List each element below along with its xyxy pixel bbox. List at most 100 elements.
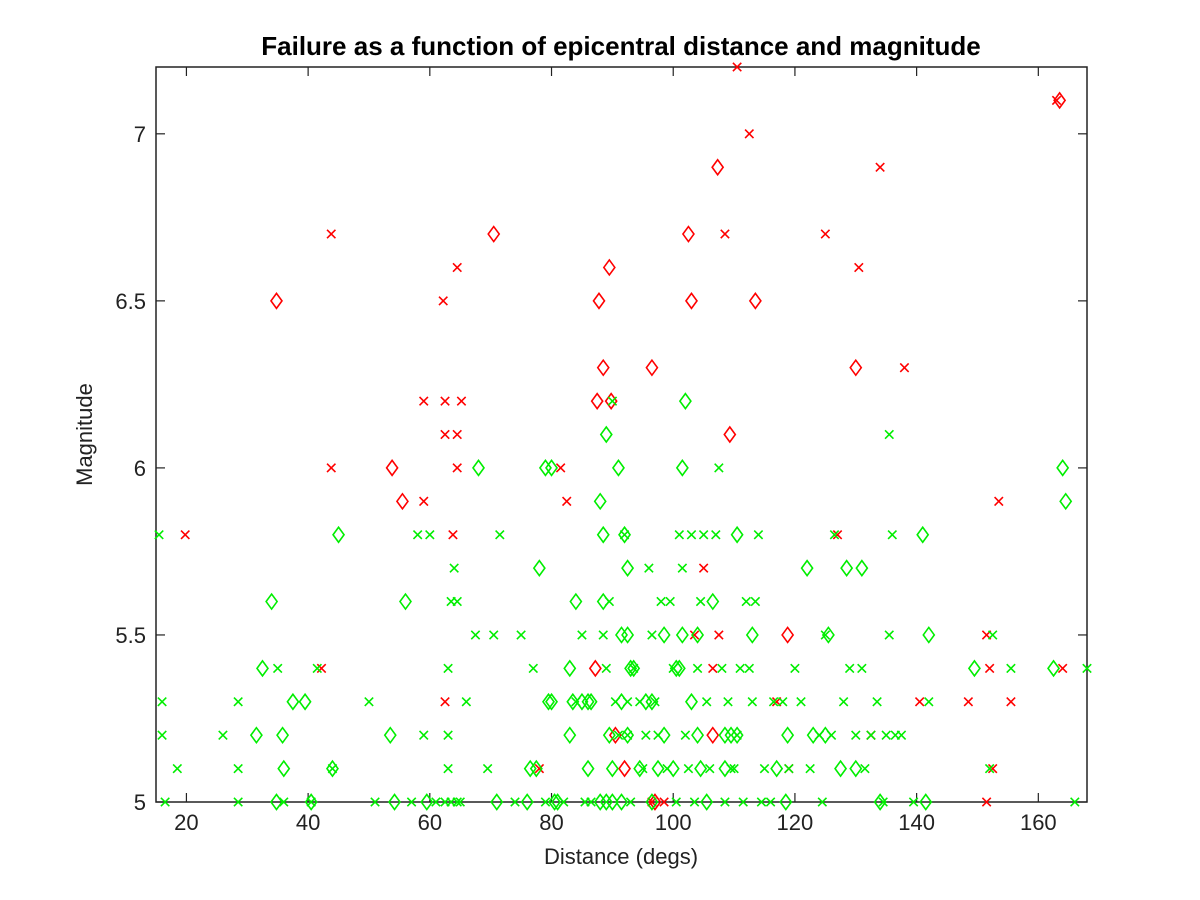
x-marker	[796, 697, 806, 707]
diamond-marker	[615, 626, 628, 644]
diamond-marker	[675, 459, 689, 477]
diamond-marker	[487, 225, 501, 243]
diamond-marker	[618, 759, 632, 778]
x-marker	[326, 229, 337, 239]
diamond-marker	[385, 459, 399, 477]
x-marker	[516, 630, 526, 640]
x-marker	[671, 797, 682, 807]
x-marker	[233, 797, 243, 807]
x-marker	[820, 229, 831, 239]
y-tick-label: 6.5	[115, 289, 146, 314]
x-marker	[613, 730, 624, 740]
diamond-marker	[605, 793, 619, 811]
x-marker	[586, 797, 596, 807]
x-marker	[860, 763, 870, 774]
x-marker	[1051, 95, 1062, 106]
x-marker	[659, 797, 669, 807]
diamond-marker	[621, 726, 635, 745]
x-marker	[963, 697, 974, 707]
diamond-marker	[684, 692, 698, 711]
x-marker	[777, 697, 788, 707]
axis-ticks	[156, 67, 1087, 803]
x-marker	[689, 797, 700, 807]
x-marker	[638, 763, 648, 774]
x-marker	[692, 663, 703, 674]
diamond-marker	[645, 692, 659, 711]
diamond-marker	[618, 525, 632, 544]
x-marker	[829, 529, 840, 540]
x-marker	[448, 529, 458, 540]
x-marker	[698, 563, 709, 573]
x-marker	[704, 763, 715, 774]
x-marker	[470, 630, 481, 640]
diamond-marker	[806, 726, 820, 745]
diamond-marker	[605, 759, 619, 778]
diamond-marker	[724, 726, 738, 745]
diamond-marker	[648, 793, 662, 811]
x-marker	[218, 730, 228, 740]
x-marker	[744, 663, 755, 674]
x-marker	[732, 62, 742, 72]
y-tick-labels: 5 5.5 6 6.5 7	[115, 122, 146, 815]
diamond-marker	[472, 459, 485, 477]
diamond-marker	[286, 692, 300, 711]
x-marker	[370, 797, 380, 807]
x-marker	[154, 529, 164, 540]
diamond-marker	[584, 692, 598, 711]
x-marker	[656, 596, 666, 607]
x-marker	[440, 697, 450, 707]
x-marker	[406, 797, 417, 807]
diamond-marker	[633, 759, 647, 778]
diamond-marker	[575, 692, 589, 711]
x-tick-labels: 20 40 60 80 100 120 140 160	[174, 810, 1056, 835]
diamond-marker	[602, 258, 616, 277]
diamond-marker	[834, 759, 848, 778]
diamond-marker	[490, 793, 504, 811]
diamond-marker	[420, 793, 434, 811]
x-marker	[180, 529, 190, 540]
x-marker	[695, 596, 706, 607]
diamond-marker	[669, 659, 683, 678]
x-marker	[817, 797, 828, 807]
x-marker	[838, 697, 849, 707]
y-tick-label: 5	[134, 790, 146, 815]
diamond-marker	[666, 759, 680, 778]
x-marker	[641, 730, 651, 740]
diamond-marker	[592, 292, 606, 310]
x-marker	[510, 797, 520, 807]
x-tick-label: 40	[296, 810, 320, 835]
diamond-marker	[566, 692, 580, 711]
x-marker	[438, 296, 448, 306]
x-marker	[440, 396, 450, 406]
x-marker	[601, 663, 612, 674]
x-marker	[1057, 663, 1068, 674]
diamond-marker	[608, 726, 622, 745]
diamond-marker	[840, 559, 854, 577]
diamond-marker	[639, 692, 653, 711]
diamond-marker	[599, 425, 613, 444]
x-marker	[683, 763, 694, 774]
diamond-marker	[681, 225, 695, 243]
x-marker	[984, 763, 995, 774]
diamond-marker	[538, 459, 552, 477]
x-marker	[689, 630, 700, 640]
diamond-marker	[849, 759, 863, 778]
diamond-marker	[678, 392, 692, 410]
x-marker	[872, 697, 882, 707]
diamond-marker	[599, 793, 613, 811]
diamond-marker	[849, 358, 863, 377]
diamond-marker	[651, 759, 665, 778]
diamond-marker	[818, 726, 832, 745]
x-tick-label: 80	[539, 810, 563, 835]
x-marker	[784, 763, 794, 774]
diamond-marker	[569, 592, 583, 611]
x-marker	[540, 797, 551, 807]
x-marker	[720, 797, 730, 807]
x-marker	[908, 797, 919, 807]
diamond-marker	[545, 459, 559, 477]
chart-title: Failure as a function of epicentral dist…	[261, 31, 980, 61]
x-marker	[875, 162, 885, 172]
diamond-marker	[383, 726, 397, 745]
x-marker	[805, 763, 815, 774]
